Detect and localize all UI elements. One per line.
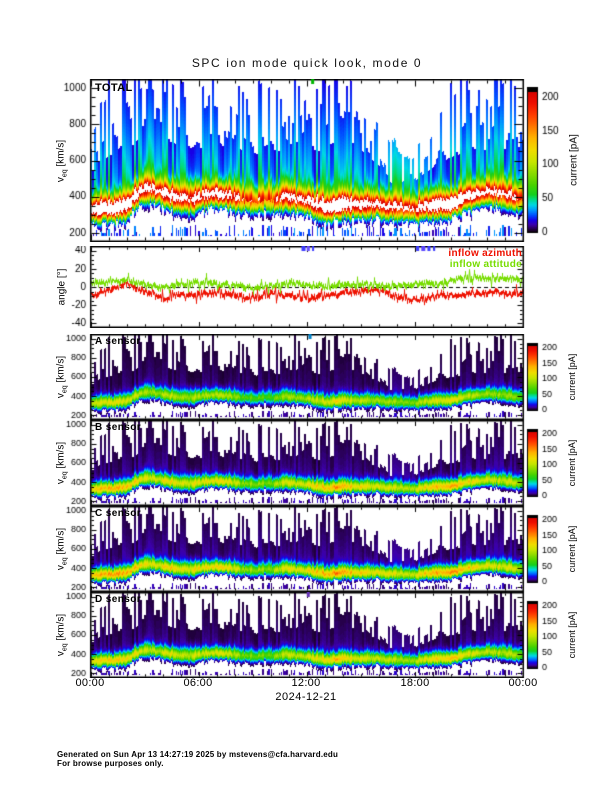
- x-tick-label-0600: 06:00: [183, 677, 213, 689]
- ylabel-symbol: v: [55, 393, 67, 399]
- panel-label-c-sensor: C sensor: [95, 508, 141, 519]
- a-sensor-spectrogram-canvas: [40, 334, 600, 420]
- ylabel-units: [km/s]: [55, 139, 67, 167]
- ylabel-subscript: eq: [61, 385, 69, 394]
- page-title: SPC ion mode quick look, mode 0: [191, 56, 423, 70]
- panel-label-b-sensor: B sensor: [95, 422, 141, 433]
- ylabel-symbol: v: [55, 651, 67, 657]
- panel-angle: angle [°] inflow azimuth inflow attitude: [40, 246, 600, 328]
- panel-total: TOTAL veq [km/s] current [pA]: [40, 79, 600, 242]
- legend-inflow-azimuth: inflow azimuth: [448, 248, 522, 259]
- total-spectrogram-canvas: [40, 79, 600, 242]
- ylabel-units: [km/s]: [55, 355, 67, 383]
- ylabel-units: [km/s]: [55, 613, 67, 641]
- colorbar-title-a-sensor: current [pA]: [567, 353, 577, 401]
- ylabel-subscript: eq: [61, 168, 69, 177]
- colorbar-title-total: current [pA]: [568, 134, 580, 186]
- panel-b-sensor: B sensor veq [km/s] current [pA]: [40, 420, 600, 506]
- ylabel-symbol: v: [55, 176, 67, 182]
- date-label: 2024-12-21: [275, 691, 337, 703]
- panel-label-a-sensor: A sensor: [95, 336, 141, 347]
- x-tick-label-0000a: 00:00: [75, 677, 105, 689]
- b-sensor-spectrogram-canvas: [40, 420, 600, 506]
- ylabel-symbol: v: [55, 479, 67, 485]
- y-axis-label-total: veq [km/s]: [56, 139, 69, 181]
- y-axis-label-b-sensor: veq [km/s]: [56, 442, 69, 484]
- ylabel-symbol: v: [55, 565, 67, 571]
- ylabel-subscript: eq: [61, 471, 69, 480]
- colorbar-title-c-sensor: current [pA]: [567, 525, 577, 573]
- ylabel-units: [km/s]: [55, 441, 67, 469]
- panel-a-sensor: A sensor veq [km/s] current [pA]: [40, 334, 600, 420]
- footer-browse-line: For browse purposes only.: [57, 759, 164, 768]
- ylabel-units: [km/s]: [55, 527, 67, 555]
- d-sensor-spectrogram-canvas: [40, 592, 600, 678]
- colorbar-title-b-sensor: current [pA]: [567, 439, 577, 487]
- footer-text: Generated on Sun Apr 13 14:27:19 2025 by…: [57, 750, 338, 768]
- x-tick-label-1800: 18:00: [400, 677, 430, 689]
- y-axis-label-angle: angle [°]: [56, 268, 68, 306]
- panel-label-total: TOTAL: [95, 82, 133, 94]
- ylabel-subscript: eq: [61, 643, 69, 652]
- angle-legend: inflow azimuth inflow attitude: [448, 248, 522, 270]
- legend-inflow-attitude: inflow attitude: [449, 259, 522, 270]
- ylabel-subscript: eq: [61, 557, 69, 566]
- y-axis-label-d-sensor: veq [km/s]: [56, 614, 69, 656]
- y-axis-label-c-sensor: veq [km/s]: [56, 528, 69, 570]
- colorbar-title-d-sensor: current [pA]: [567, 611, 577, 659]
- panel-c-sensor: C sensor veq [km/s] current [pA]: [40, 506, 600, 592]
- x-tick-label-1200: 12:00: [291, 677, 321, 689]
- c-sensor-spectrogram-canvas: [40, 506, 600, 592]
- panel-d-sensor: D sensor veq [km/s] current [pA]: [40, 592, 600, 678]
- angle-plot-canvas: [40, 246, 600, 328]
- x-tick-label-0000b: 00:00: [508, 677, 538, 689]
- footer-generated-line: Generated on Sun Apr 13 14:27:19 2025 by…: [57, 750, 339, 759]
- panel-label-d-sensor: D sensor: [95, 594, 141, 605]
- y-axis-label-a-sensor: veq [km/s]: [56, 356, 69, 398]
